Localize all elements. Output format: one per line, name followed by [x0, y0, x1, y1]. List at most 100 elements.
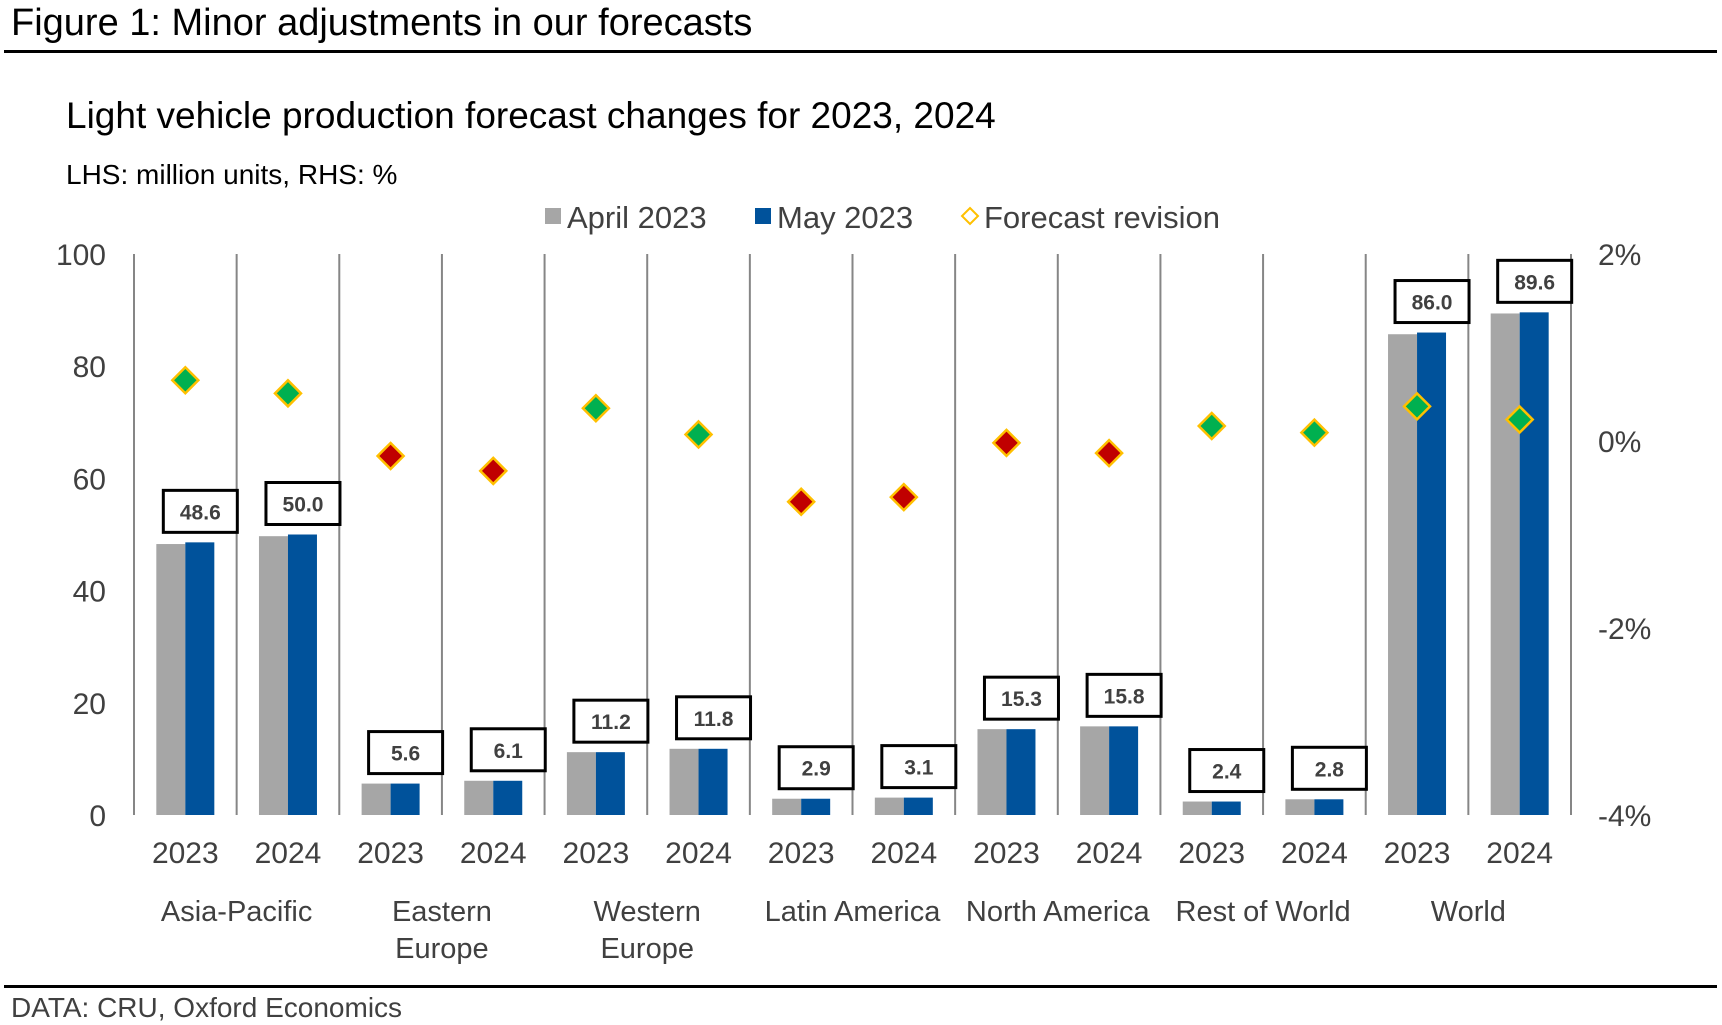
revision-diamond [581, 393, 611, 424]
bar-may-7 [903, 797, 933, 815]
bar-may-3 [493, 780, 523, 815]
x-tick-label: 2023 [1178, 837, 1245, 870]
x-tick-label: 2024 [460, 837, 527, 870]
y-tick-label: 100 [56, 239, 106, 272]
data-label: 2.4 [1212, 761, 1242, 784]
data-label: 48.6 [180, 501, 221, 524]
bar-april-6 [772, 798, 802, 815]
data-label-box [572, 698, 650, 744]
group-label: North America [966, 896, 1151, 928]
x-tick-label: 2023 [1384, 837, 1451, 870]
x-tick-label: 2023 [563, 837, 630, 870]
data-label: 6.1 [494, 740, 524, 763]
revision-diamond [1504, 404, 1535, 435]
x-tick-label: 2023 [357, 837, 424, 870]
revision-diamond [1402, 391, 1432, 422]
x-tick-label: 2023 [768, 837, 835, 870]
y2-tick-label: -4% [1598, 800, 1651, 833]
bar-april-9 [1080, 726, 1110, 815]
bar-may-10 [1211, 801, 1241, 815]
data-label-box [367, 730, 445, 776]
data-label: 11.8 [694, 708, 734, 731]
bar-may-11 [1314, 799, 1344, 815]
group-label: Latin America [765, 896, 942, 928]
data-label-box [161, 488, 239, 534]
data-label: 2.9 [802, 758, 831, 781]
y2-tick-label: 0% [1598, 426, 1641, 459]
data-labels: 48.6 50.0 5.6 6.1 11.2 11.8 2.9 3.1 15.3 15.8 2.4 2… [161, 258, 1574, 794]
data-label-box [1188, 748, 1266, 794]
revision-diamond [683, 419, 714, 450]
legend: April 2023 May 2023 Forecast revision [545, 200, 1220, 235]
group-label: Western [593, 896, 700, 928]
revision-diamond [1299, 417, 1330, 448]
y-axis-right: -4% -2% 0% 2% [1598, 239, 1651, 833]
group-label: Europe [395, 933, 489, 965]
data-label-box [469, 727, 547, 773]
legend-label-2: Forecast revision [984, 200, 1220, 235]
bar-may-9 [1109, 726, 1139, 815]
x-tick-label: 2023 [973, 837, 1040, 870]
revision-diamond [170, 365, 201, 395]
bar-may-6 [801, 798, 831, 815]
bar-may-2 [390, 783, 420, 815]
bar-april-5 [669, 748, 699, 815]
data-label: 15.3 [1001, 688, 1042, 711]
data-label: 50.0 [283, 494, 324, 517]
bars [156, 312, 1549, 815]
y-tick-label: 40 [73, 576, 106, 609]
legend-diamond-icon [960, 206, 980, 226]
x-tick-label: 2023 [152, 837, 219, 870]
bar-april-3 [464, 780, 494, 815]
group-label: Europe [600, 933, 694, 965]
data-label: 3.1 [904, 757, 934, 780]
legend-swatch-0 [545, 208, 561, 224]
revision-diamond [991, 428, 1022, 458]
bar-may-8 [1006, 729, 1036, 815]
data-label: 2.8 [1315, 758, 1345, 781]
y-tick-label: 60 [73, 463, 106, 496]
bar-may-4 [595, 752, 625, 815]
x-tick-label: 2024 [1076, 837, 1143, 870]
legend-label-0: April 2023 [567, 200, 707, 235]
bar-may-0 [185, 542, 215, 815]
revision-diamond [375, 441, 406, 471]
bar-april-13 [1490, 313, 1520, 815]
bar-may-13 [1519, 312, 1549, 815]
data-label: 86.0 [1412, 292, 1453, 315]
data-label-box [777, 745, 855, 791]
y-tick-label: 80 [73, 351, 106, 384]
footer-rule [4, 985, 1717, 988]
bar-may-1 [287, 534, 317, 815]
bar-april-10 [1182, 801, 1212, 815]
bar-april-4 [566, 752, 596, 815]
y-axis-left: 0 20 40 60 80 100 [56, 239, 106, 833]
data-label-box [1085, 672, 1163, 718]
x-tick-label: 2024 [870, 837, 937, 870]
data-label-box [1393, 279, 1471, 325]
data-label: 89.6 [1514, 271, 1555, 294]
source-note: DATA: CRU, Oxford Economics [11, 992, 403, 1023]
revision-markers [170, 365, 1535, 517]
data-label-box [982, 675, 1060, 721]
header-rule [4, 50, 1717, 53]
x-tick-label: 2024 [665, 837, 732, 870]
y2-tick-label: 2% [1598, 239, 1641, 272]
group-label: Rest of World [1176, 896, 1351, 928]
bar-april-7 [874, 797, 904, 815]
revision-diamond [478, 456, 509, 486]
y-tick-label: 20 [73, 688, 106, 721]
x-tick-label: 2024 [1281, 837, 1348, 870]
data-label: 15.8 [1104, 685, 1145, 708]
group-label: Asia-Pacific [161, 896, 313, 928]
bar-april-8 [977, 729, 1007, 815]
x-tick-label: 2024 [1486, 837, 1553, 870]
data-label-box [675, 695, 753, 741]
category-dividers [133, 254, 1572, 815]
revision-diamond [1196, 411, 1227, 441]
revision-diamond [786, 487, 816, 517]
x-tick-label: 2024 [255, 837, 322, 870]
bar-may-5 [698, 748, 728, 815]
chart-title: Light vehicle production forecast change… [66, 95, 996, 136]
